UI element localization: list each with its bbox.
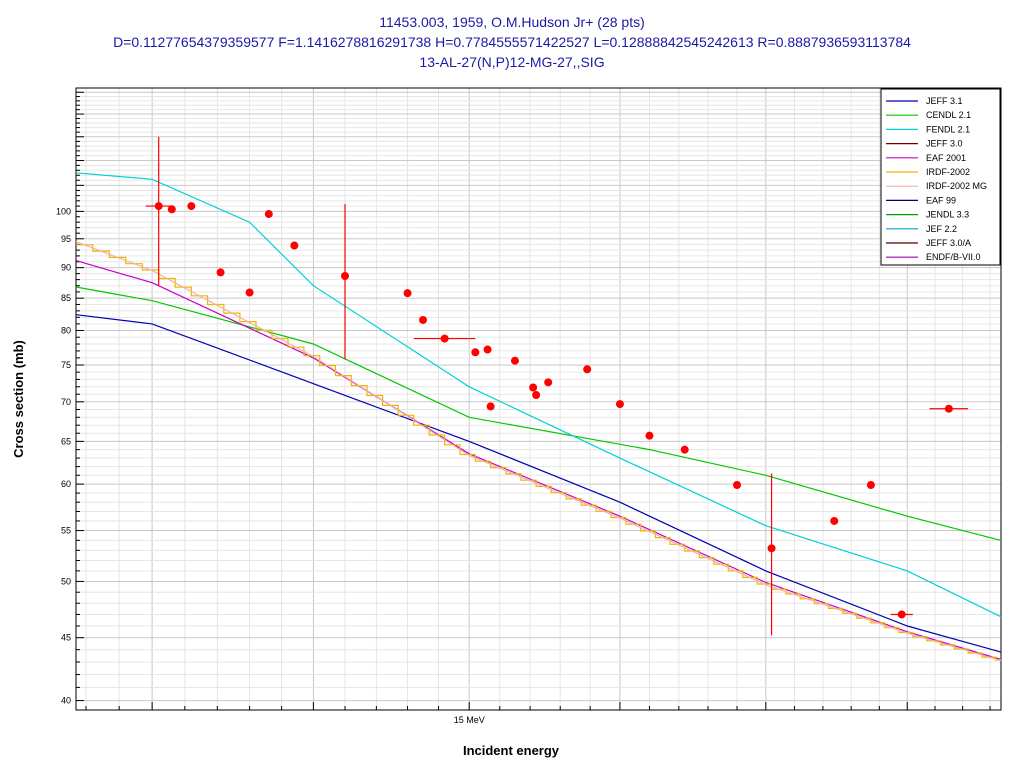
axis-ticks: 40 45 50 55 60 65 70 75 80 85 90 95 100 15 MeV [56, 87, 991, 725]
chart-titles: 11453.003, 1959, O.M.Hudson Jr+ (28 pts)… [0, 12, 1024, 72]
y-tick-label: 85 [61, 293, 71, 303]
data-point [403, 289, 412, 298]
series-lines [75, 172, 1002, 662]
data-point [615, 400, 624, 409]
data-point [529, 383, 538, 392]
data-point [167, 205, 176, 214]
series-line [75, 314, 1002, 653]
data-point [483, 345, 492, 354]
legend-label: CENDL 2.1 [926, 110, 971, 120]
data-point [830, 516, 839, 525]
x-tick-label: 15 MeV [454, 715, 485, 725]
legend: JEFF 3.1 CENDL 2.1 FENDL 2.1 JEFF 3.0 EAF 20… [880, 88, 1001, 266]
data-point [340, 272, 349, 281]
data-point [767, 544, 776, 553]
data-point [486, 402, 495, 411]
data-points [145, 136, 969, 636]
data-point [510, 356, 519, 365]
series-line [75, 241, 1002, 662]
legend-label: FENDL 2.1 [926, 124, 970, 134]
series-line [75, 286, 1002, 541]
data-point [216, 268, 225, 277]
data-point [187, 202, 196, 211]
legend-label: ENDF/B-VII.0 [926, 252, 981, 262]
data-point [471, 348, 480, 357]
legend-label: IRDF-2002 [926, 167, 970, 177]
legend-label: JEFF 3.1 [926, 96, 963, 106]
data-point [440, 334, 449, 343]
data-point [264, 210, 273, 219]
data-point [645, 431, 654, 440]
y-tick-label: 50 [61, 576, 71, 586]
legend-box [880, 88, 1001, 266]
x-axis-title: Incident energy [463, 743, 560, 758]
data-point [733, 480, 742, 489]
data-point [544, 378, 553, 387]
legend-label: EAF 99 [926, 195, 956, 205]
data-point [944, 404, 953, 413]
data-point [419, 315, 428, 324]
y-tick-label: 90 [61, 263, 71, 273]
plot-frame [75, 87, 1002, 711]
y-tick-label: 95 [61, 234, 71, 244]
y-tick-label: 100 [56, 206, 71, 216]
legend-label: JEFF 3.0 [926, 139, 963, 149]
y-tick-label: 80 [61, 326, 71, 336]
legend-label: EAF 2001 [926, 153, 966, 163]
y-tick-label: 70 [61, 397, 71, 407]
data-point [532, 390, 541, 399]
legend-label: JENDL 3.3 [926, 210, 969, 220]
legend-label: IRDF-2002 MG [926, 181, 987, 191]
y-tick-label: 65 [61, 436, 71, 446]
data-point [583, 365, 592, 374]
data-point [245, 288, 254, 297]
grid-lines [76, 87, 1001, 710]
data-point [154, 202, 163, 211]
legend-label: JEF 2.2 [926, 224, 957, 234]
data-point [866, 480, 875, 489]
y-tick-label: 60 [61, 479, 71, 489]
chart-title: 11453.003, 1959, O.M.Hudson Jr+ (28 pts) [379, 14, 645, 30]
y-tick-label: 75 [61, 360, 71, 370]
series-line [76, 244, 1001, 661]
data-point [897, 610, 906, 619]
chart-parameters: D=0.11277654379359577 F=1.14162788162917… [113, 34, 911, 50]
legend-label: JEFF 3.0/A [926, 238, 971, 248]
series-line [75, 172, 1002, 618]
data-point [290, 241, 299, 250]
y-tick-label: 45 [61, 633, 71, 643]
y-tick-label: 40 [61, 696, 71, 706]
y-axis-title: Cross section (mb) [11, 340, 26, 458]
y-tick-label: 55 [61, 526, 71, 536]
series-line [75, 260, 1002, 661]
data-point [680, 445, 689, 454]
chart-reaction: 13-AL-27(N,P)12-MG-27,,SIG [419, 54, 605, 70]
